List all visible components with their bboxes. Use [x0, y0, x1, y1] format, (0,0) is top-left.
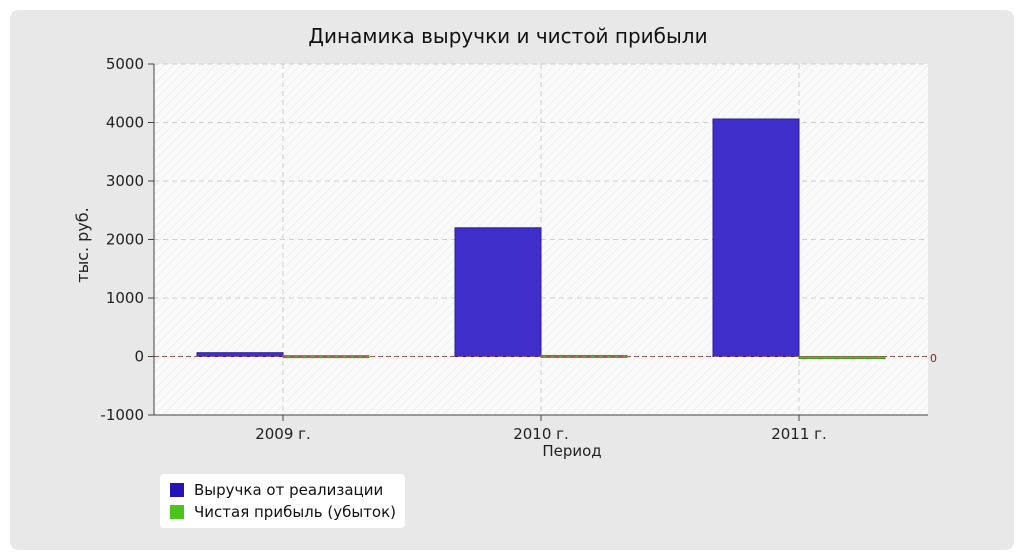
y-tick-label: 4000: [106, 114, 144, 132]
x-axis-label: Период: [542, 442, 601, 460]
legend-item-net-profit: Чистая прибыль (убыток): [170, 502, 396, 522]
y-tick-label: 3000: [106, 172, 144, 190]
y-tick-label: 2000: [106, 231, 144, 249]
x-tick-label: 2011 г.: [771, 425, 827, 443]
axes-layer: 5000 4000 3000 2000 1000 0 -1000 2009 г. 2010 г.…: [100, 55, 928, 443]
chart-title: Динамика выручки и чистой прибыли: [308, 24, 707, 48]
bar-revenue: [712, 118, 800, 357]
x-tick-label: 2009 г.: [255, 425, 311, 443]
bar-revenue: [454, 227, 542, 357]
y-tick-label: 5000: [106, 55, 144, 73]
legend: Выручка от реализации Чистая прибыль (уб…: [160, 474, 405, 528]
y-axis-label: тыс. руб.: [73, 207, 92, 283]
zero-line-label: 0: [930, 352, 937, 365]
legend-swatch-revenue: [170, 483, 184, 497]
legend-label-net-profit: Чистая прибыль (убыток): [194, 503, 397, 521]
x-tick-label: 2010 г.: [513, 425, 569, 443]
y-tick-label: 0: [134, 348, 144, 366]
y-tick-label: 1000: [106, 289, 144, 307]
legend-label-revenue: Выручка от реализации: [194, 481, 384, 499]
legend-swatch-net-profit: [170, 505, 184, 519]
y-tick-label: -1000: [100, 406, 144, 424]
legend-item-revenue: Выручка от реализации: [170, 480, 383, 500]
bar-revenue: [196, 352, 284, 358]
